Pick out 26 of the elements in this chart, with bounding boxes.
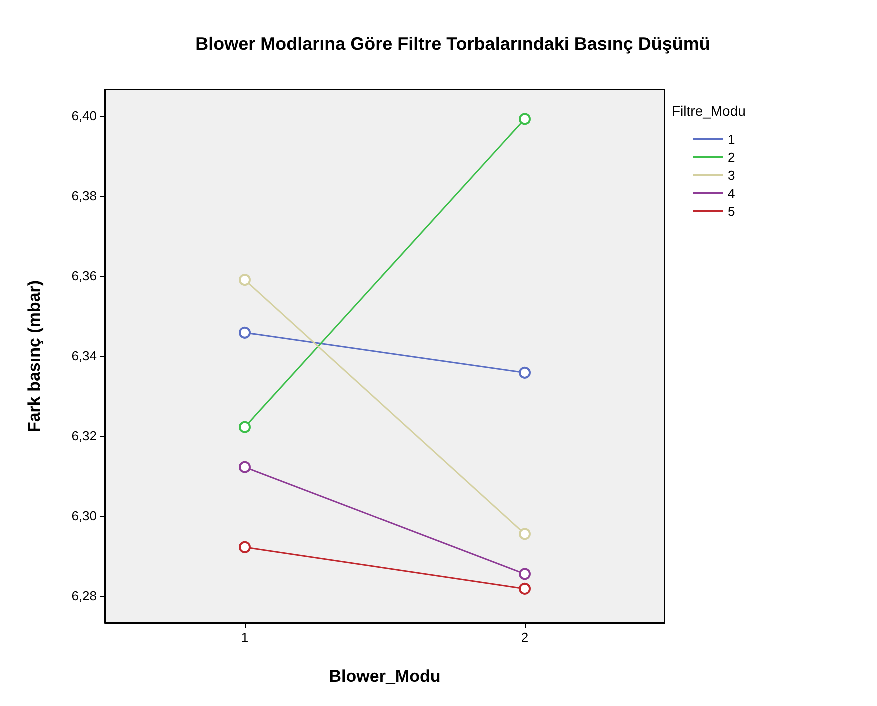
legend-label: 5 bbox=[728, 204, 736, 219]
y-tick-label: 6,36 bbox=[72, 268, 97, 284]
point bbox=[519, 528, 531, 540]
point bbox=[519, 568, 531, 580]
y-tick-label: 6,34 bbox=[72, 348, 97, 364]
legend-label: 1 bbox=[728, 132, 736, 147]
y-tick-label: 6,28 bbox=[72, 588, 97, 604]
point bbox=[239, 326, 251, 339]
y-tick-label: 6,32 bbox=[72, 428, 97, 444]
point bbox=[239, 274, 251, 286]
point bbox=[519, 582, 531, 595]
point bbox=[239, 541, 251, 554]
point bbox=[239, 461, 251, 474]
y-tick-label: 6,38 bbox=[72, 188, 97, 204]
point bbox=[239, 421, 251, 434]
legend-title: Filtre_Modu bbox=[672, 103, 746, 119]
legend-label: 2 bbox=[728, 150, 736, 165]
x-axis-title: Blower_Modu bbox=[329, 667, 441, 686]
point bbox=[519, 113, 531, 126]
legend-label: 3 bbox=[728, 168, 736, 183]
y-axis-title: Fark basınç (mbar) bbox=[25, 280, 44, 433]
y-tick-label: 6,40 bbox=[72, 108, 97, 124]
y-tick-label: 6,30 bbox=[72, 508, 97, 524]
legend-label: 4 bbox=[728, 186, 736, 201]
point bbox=[519, 366, 531, 379]
chart-title: Blower Modlarına Göre Filtre Torbalarındaki Basınç Düşümü bbox=[196, 34, 710, 54]
